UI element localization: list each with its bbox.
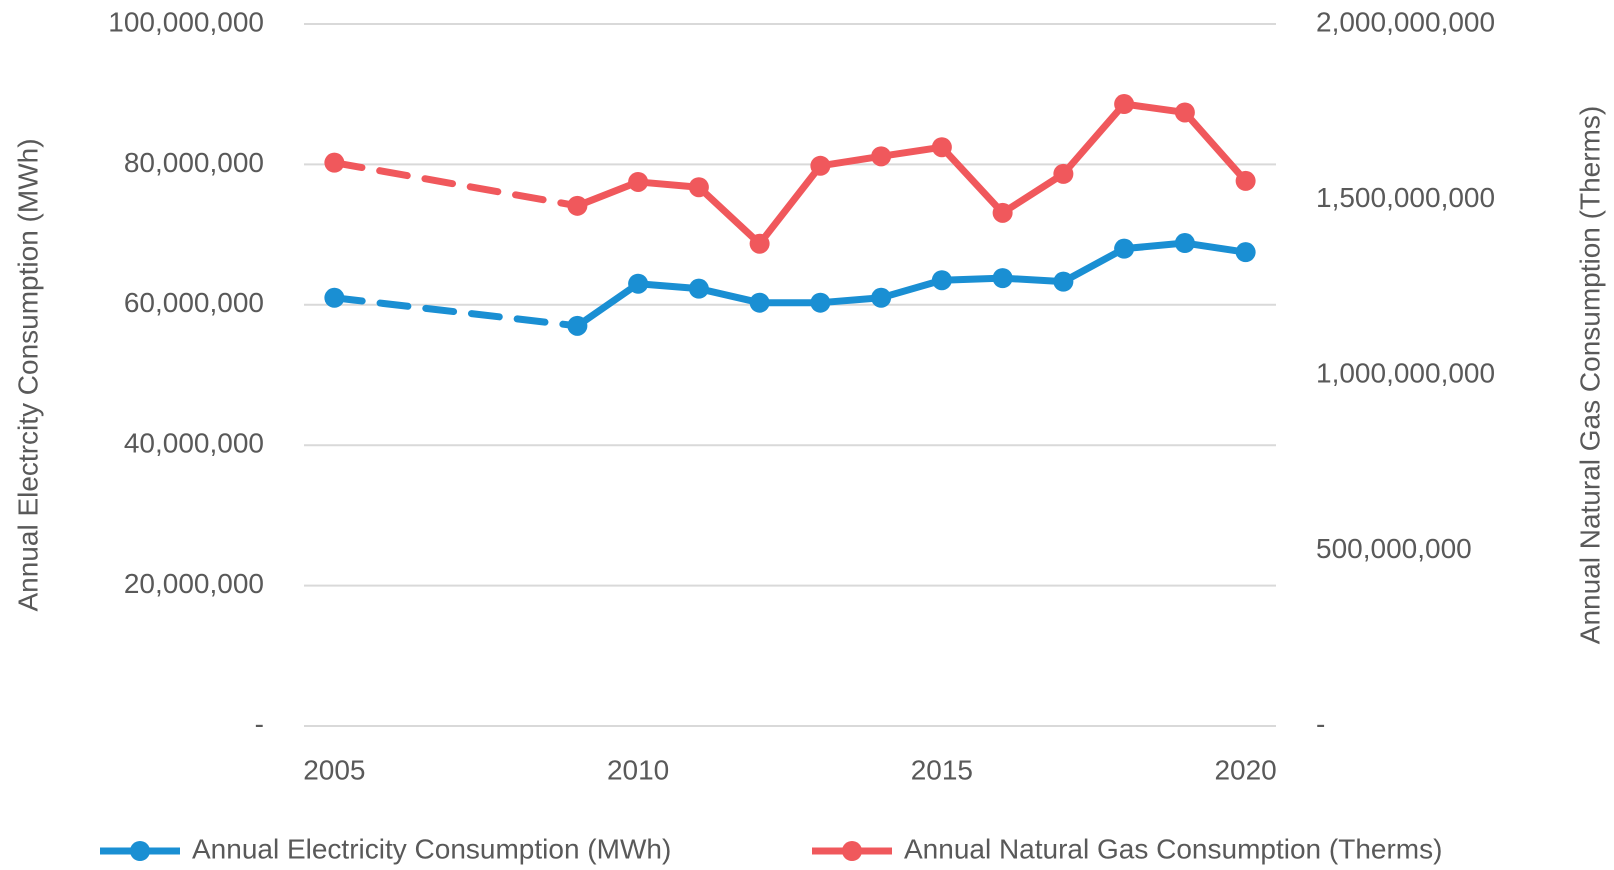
line-segment <box>573 178 642 210</box>
y-tick-label: 60,000,000 <box>124 287 264 318</box>
line-segment <box>573 280 642 330</box>
line-segment <box>330 294 581 330</box>
point <box>810 292 831 313</box>
line-segment <box>999 170 1067 217</box>
point <box>567 315 588 336</box>
line-segment <box>1181 108 1250 185</box>
line-segment <box>877 143 946 160</box>
x-tick-label: 2010 <box>607 754 669 785</box>
line-segment <box>938 274 1007 284</box>
line-segment <box>634 178 703 191</box>
point <box>688 177 709 198</box>
x-tick-label: 2020 <box>1214 754 1276 785</box>
line-segment <box>816 294 885 307</box>
line-segment <box>1059 100 1128 178</box>
line-segment <box>816 152 885 170</box>
line-segment <box>877 276 946 302</box>
y2-tick-label: - <box>1316 708 1325 739</box>
line-segment <box>756 162 824 248</box>
point <box>871 146 892 167</box>
point <box>1053 163 1074 184</box>
point <box>931 270 952 291</box>
point <box>1174 233 1195 254</box>
point <box>871 287 892 308</box>
x-tick-label: 2015 <box>911 754 973 785</box>
line-segment <box>1059 245 1128 286</box>
point <box>810 155 831 176</box>
point <box>324 152 345 173</box>
y-tick-label: 100,000,000 <box>108 6 264 37</box>
y2-tick-label: 2,000,000,000 <box>1316 6 1495 37</box>
legend-marker <box>842 841 862 861</box>
point <box>628 273 649 294</box>
y-tick-label: - <box>255 708 264 739</box>
x-tick-label: 2005 <box>303 754 365 785</box>
legend-marker <box>130 841 150 861</box>
point <box>749 292 770 313</box>
y2-tick-label: 1,500,000,000 <box>1316 182 1495 213</box>
point <box>1235 170 1256 191</box>
y2-tick-label: 1,000,000,000 <box>1316 357 1495 388</box>
point <box>628 171 649 192</box>
point <box>567 195 588 216</box>
line-segment <box>1120 239 1189 253</box>
y-axis-label: Annual Electrcity Consumption (MWh) <box>12 138 43 611</box>
line-segment <box>1181 239 1250 256</box>
point <box>992 268 1013 289</box>
line-segment <box>695 285 764 307</box>
y2-axis-label: Annual Natural Gas Consumption (Therms) <box>1574 106 1605 644</box>
point <box>1114 94 1135 115</box>
y-tick-label: 40,000,000 <box>124 428 264 459</box>
legend-label: Annual Electricity Consumption (MWh) <box>192 833 671 864</box>
point <box>992 202 1013 223</box>
y-tick-label: 80,000,000 <box>124 147 264 178</box>
point <box>324 287 345 308</box>
point <box>931 137 952 158</box>
line-segment <box>938 143 1007 217</box>
point <box>1053 271 1074 292</box>
point <box>1174 102 1195 123</box>
legend-label: Annual Natural Gas Consumption (Therms) <box>904 833 1442 864</box>
point <box>749 233 770 254</box>
y2-tick-label: 500,000,000 <box>1316 533 1472 564</box>
point <box>1114 238 1135 259</box>
point <box>688 278 709 299</box>
line-segment <box>695 183 764 248</box>
line-segment <box>1120 100 1189 116</box>
point <box>1235 242 1256 263</box>
line-segment <box>999 274 1067 286</box>
line-segment <box>634 280 703 293</box>
y-tick-label: 20,000,000 <box>124 568 264 599</box>
line-segment <box>330 159 581 210</box>
